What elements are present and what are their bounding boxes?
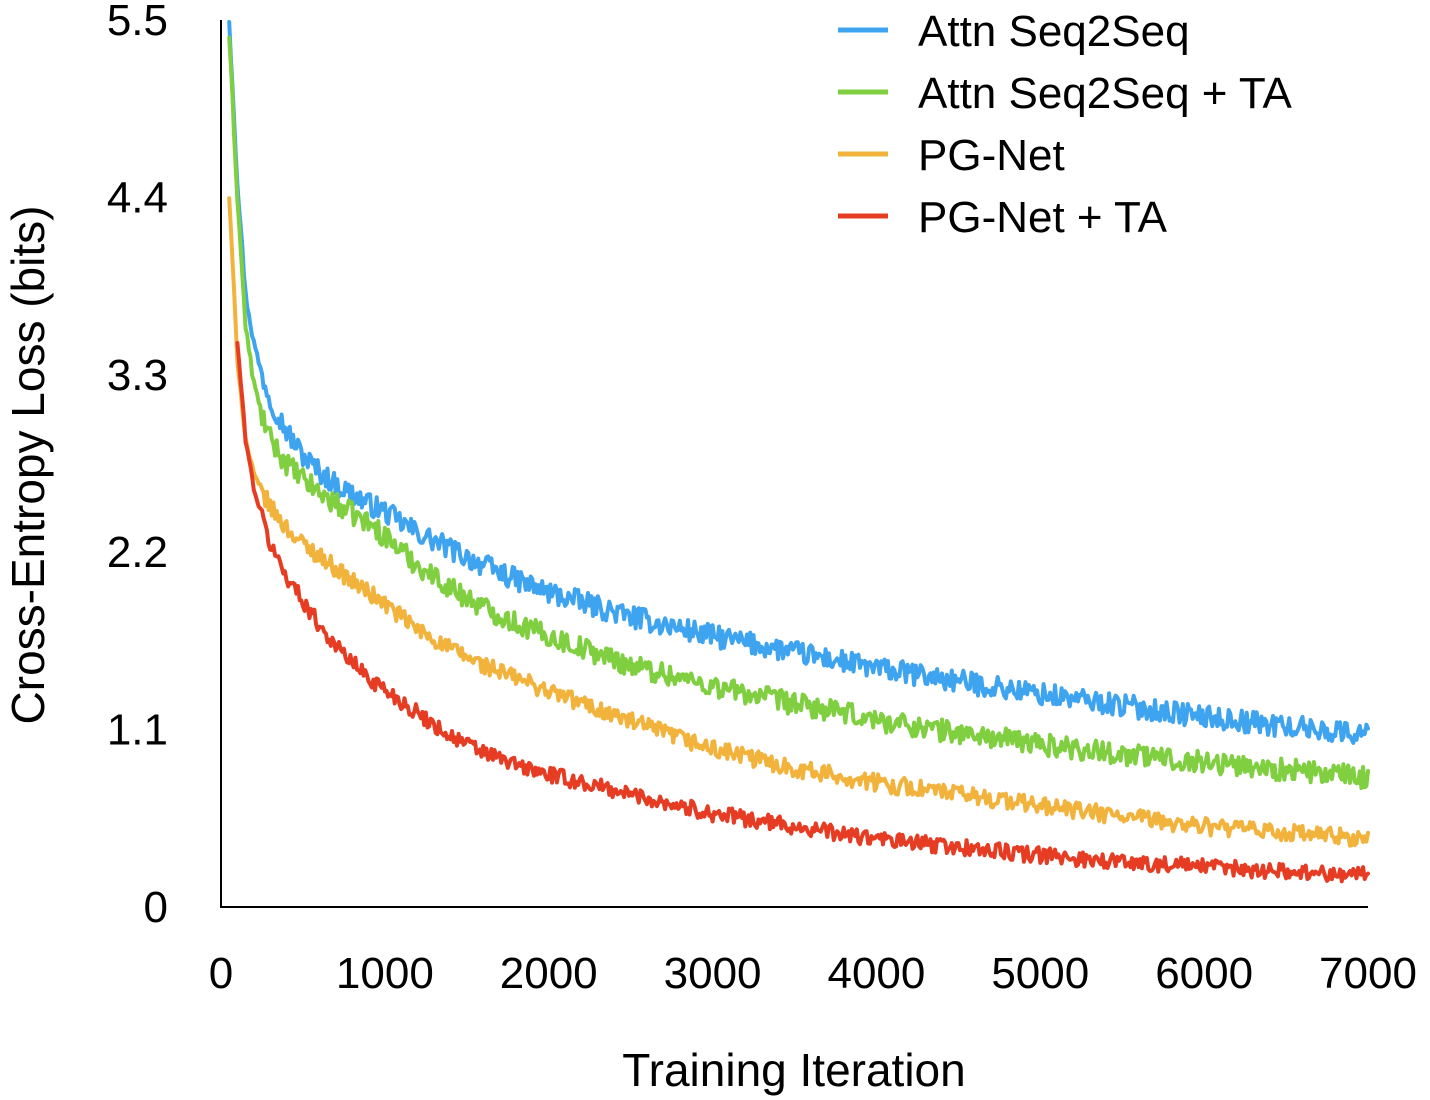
- series-line-1: [227, 20, 1370, 745]
- legend-label: PG-Net: [918, 131, 1065, 180]
- y-tick-label: 2.2: [107, 528, 168, 577]
- x-tick-label: 0: [209, 949, 233, 998]
- x-tick-label: 3000: [664, 949, 762, 998]
- x-tick-label: 4000: [827, 949, 925, 998]
- series-line-4: [235, 341, 1370, 884]
- legend-label: Attn Seq2Seq + TA: [918, 69, 1293, 118]
- x-tick-labels: 0 1000 2000 3000 4000 5000 6000 7000: [209, 949, 1417, 998]
- legend: Attn Seq2Seq Attn Seq2Seq + TA PG-Net PG-Ne…: [838, 7, 1293, 242]
- legend-label: PG-Net + TA: [918, 193, 1168, 242]
- legend-label: Attn Seq2Seq: [918, 7, 1190, 56]
- y-tick-label: 5.5: [107, 0, 168, 45]
- x-tick-label: 6000: [1155, 949, 1253, 998]
- series-layer: [227, 20, 1370, 884]
- y-tick-labels: 0 1.1 2.2 3.3 4.4 5.5: [107, 0, 168, 932]
- x-tick-label: 2000: [500, 949, 598, 998]
- y-tick-label: 0: [144, 883, 168, 932]
- x-tick-label: 1000: [336, 949, 434, 998]
- x-axis-title: Training Iteration: [622, 1044, 965, 1096]
- x-tick-label: 5000: [991, 949, 1089, 998]
- y-tick-label: 1.1: [107, 706, 168, 755]
- y-axis-title: Cross-Entropy Loss (bits): [2, 206, 54, 725]
- x-tick-label: 7000: [1319, 949, 1417, 998]
- y-tick-label: 3.3: [107, 351, 168, 400]
- series-line-2: [227, 35, 1370, 790]
- y-tick-label: 4.4: [107, 173, 168, 222]
- series-line-3: [227, 196, 1370, 848]
